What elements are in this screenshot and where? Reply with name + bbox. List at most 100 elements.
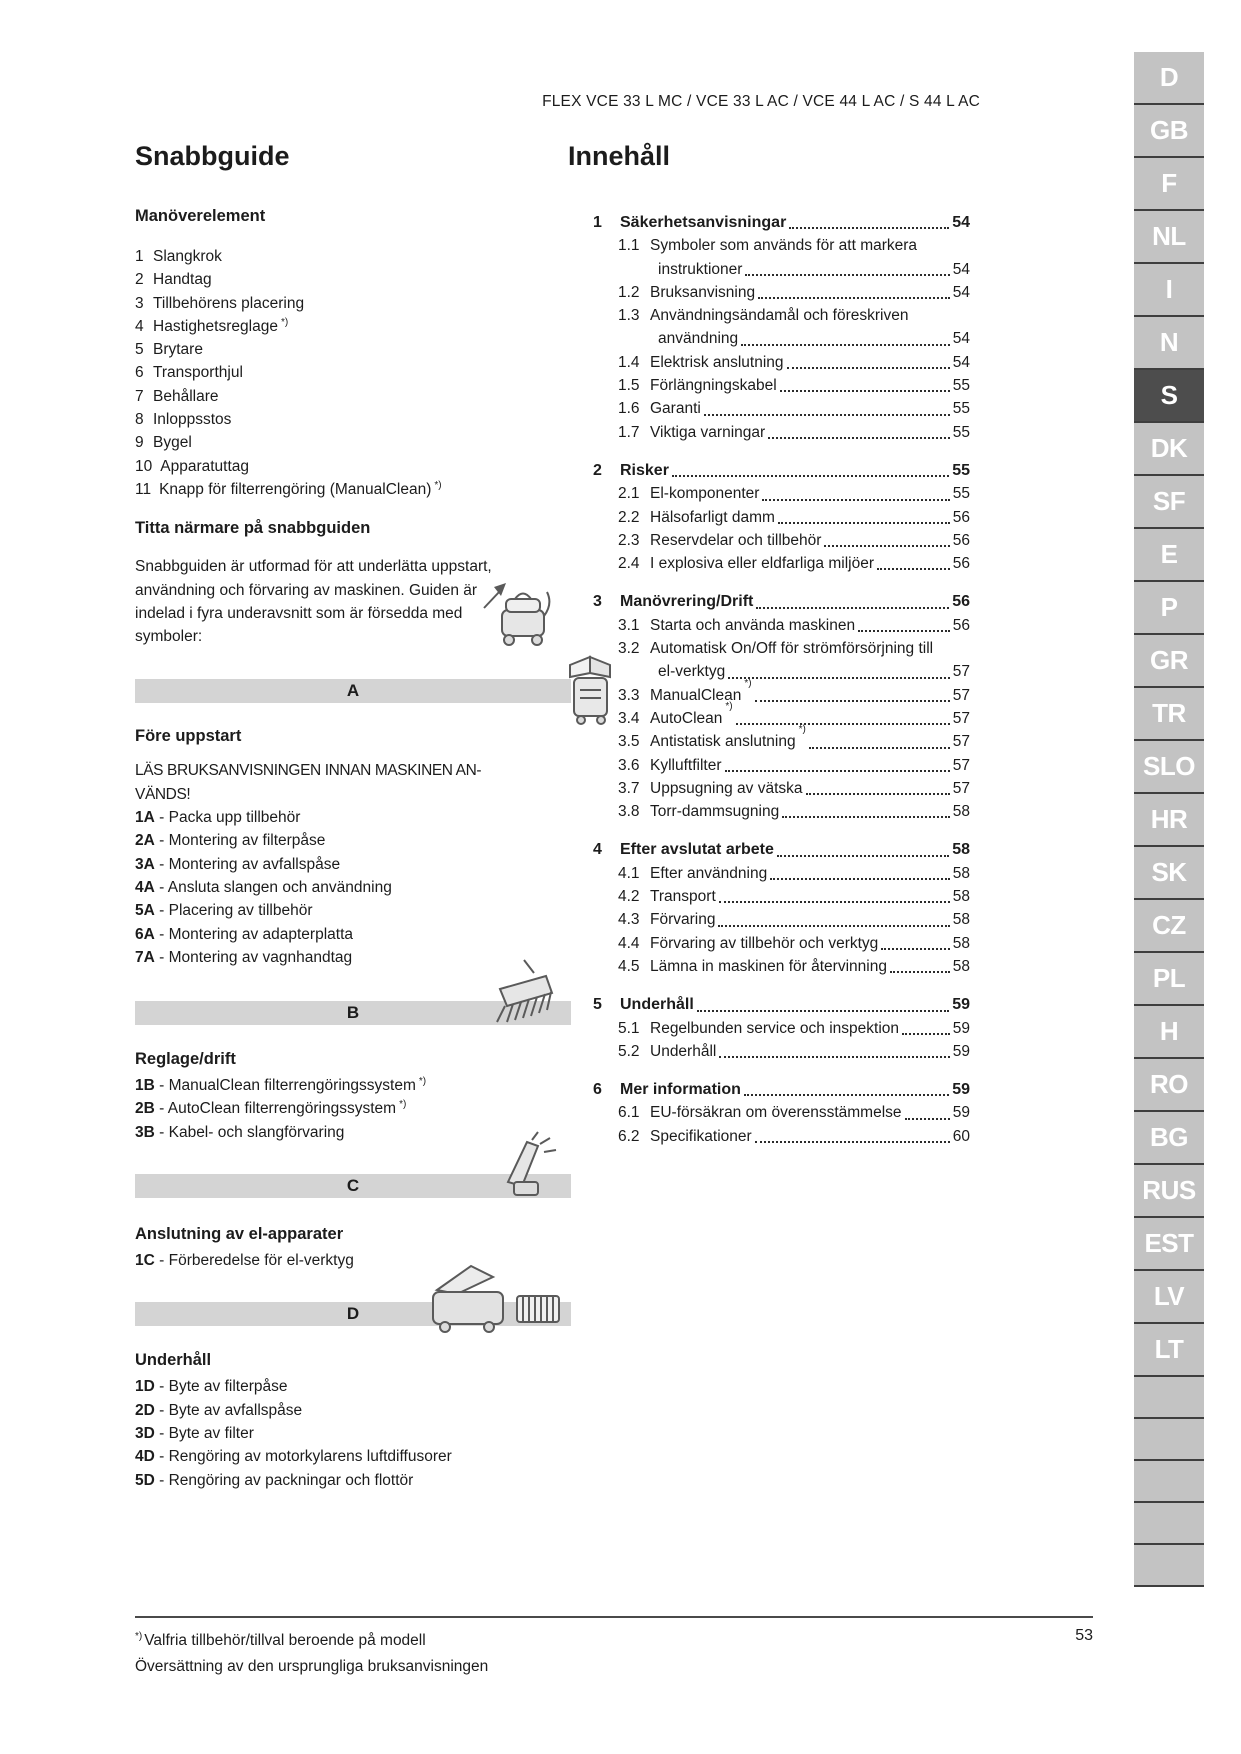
page-title: FLEX VCE 33 L MC / VCE 33 L AC / VCE 44 … (542, 93, 980, 110)
language-tab-label: N (1159, 327, 1179, 357)
language-tab-f: F (1134, 158, 1204, 211)
toc-item-page: 57 (952, 733, 970, 751)
toc-item-label: Användningsändamål och föreskriven (650, 307, 909, 325)
guide-step: 3D - Byte av filter (135, 1422, 571, 1445)
language-tab-gb: GB (1134, 105, 1204, 158)
section-bar-c: C (135, 1174, 571, 1199)
control-item-label: Behållare (153, 387, 219, 405)
read-manual-illustration (566, 646, 616, 726)
toc-item-label: Symboler som används för att markera (650, 237, 918, 255)
toc-section-title: Underhåll (620, 996, 694, 1014)
guide-step: 1B - ManualClean filterrengöringssystem *… (135, 1074, 571, 1097)
toc-item-page: 58 (952, 888, 970, 906)
control-item-number: 5 (135, 341, 144, 359)
guide-step-number: 6A (135, 925, 155, 943)
control-item: 4 Hastighetsreglage *) (135, 315, 571, 338)
guide-step: 7A - Montering av vagnhandtag (135, 946, 571, 969)
footnote-text-1: Valfria tillbehör/tillval beroende på mo… (144, 1632, 426, 1649)
guide-step-dash: - (154, 1378, 169, 1396)
toc-item-number: 3.6 (618, 756, 640, 774)
section-heading-a: Före uppstart (135, 727, 242, 746)
toc-item-page: 58 (952, 934, 970, 952)
language-tab-label: RUS (1142, 1175, 1196, 1205)
guide-step-label: Montering av avfallspåse (168, 855, 341, 873)
toc-section: 5 Underhåll 59 (568, 993, 970, 1016)
controls-list: 1 Slangkrok 2 Handtag 3 Tillbehörens placerin… (135, 245, 571, 501)
toc-item-number: 4.3 (618, 911, 640, 929)
guide-step-label: Byte av filter (168, 1424, 254, 1442)
language-tab-label: NL (1152, 221, 1186, 251)
toc-item-label: Uppsugning av vätska (650, 779, 803, 797)
guide-step-number: 5D (135, 1471, 155, 1489)
toc-leader-dots (805, 793, 950, 796)
language-tab-label: I (1165, 274, 1173, 304)
footer-rule (135, 1616, 1093, 1618)
section-bar-a: A (135, 679, 571, 704)
toc-section-page: 59 (952, 1081, 970, 1099)
control-item: 1 Slangkrok (135, 245, 571, 268)
toc-item-page: 55 (952, 377, 970, 395)
toc-item: 3.5 Antistatisk anslutning *) 57 (568, 725, 970, 753)
language-tab-label: GR (1150, 645, 1189, 675)
guide-step-label: Montering av vagnhandtag (168, 948, 353, 966)
control-item: 6 Transporthjul (135, 361, 571, 384)
language-tab-tr: TR (1134, 688, 1204, 741)
toc-leader-dots (735, 723, 950, 726)
toc-leader-dots (858, 630, 950, 633)
toc-title: Innehåll (568, 141, 671, 171)
toc-item-page: 55 (952, 485, 970, 503)
toc-item-continuation: användning 54 (568, 327, 970, 350)
footnote: *) Valfria tillbehör/tillval beroende på … (135, 1628, 488, 1680)
toc-item-number: 3.8 (618, 803, 640, 821)
toc-item-page: 54 (952, 330, 970, 348)
guide-step-label: Byte av avfallspåse (168, 1401, 303, 1419)
toc-item: 6.2 Specifikationer 60 (568, 1125, 970, 1148)
section-bar-letter-a: A (346, 681, 360, 701)
toc-leader-dots (758, 297, 950, 300)
toc-item-number: 1.5 (618, 377, 640, 395)
guide-step-dash: - (154, 1448, 169, 1466)
toc-item-number: 1.7 (618, 423, 640, 441)
guide-step-label: ManualClean filterrengöringssystem (168, 1077, 416, 1095)
toc-section-title: Mer information (620, 1081, 741, 1099)
language-tab-p: P (1134, 582, 1204, 635)
quick-guide-title: Snabbguide (135, 141, 290, 171)
guide-step: 4D - Rengöring av motorkylarens luftdiff… (135, 1445, 571, 1468)
guide-step-label: Ansluta slangen och användning (167, 878, 392, 896)
toc-item-label: EU-försäkran om överensstämmelse (650, 1104, 902, 1122)
language-tab-cz: CZ (1134, 900, 1204, 953)
language-tab-label: SK (1151, 857, 1187, 887)
toc-item-number: 5.1 (618, 1019, 640, 1037)
toc-item-number: 3.3 (618, 686, 640, 704)
guide-step-label: Förberedelse för el-verktyg (168, 1252, 354, 1270)
toc-section-page: 59 (952, 996, 970, 1014)
toc-item: 4.3 Förvaring 58 (568, 908, 970, 931)
guide-step-number: 4D (135, 1448, 155, 1466)
language-tab-label: S (1160, 380, 1178, 410)
toc-item-page: 54 (952, 260, 970, 278)
toc-item-page: 58 (952, 957, 970, 975)
toc-item-page: 57 (952, 709, 970, 727)
toc-item-number: 4.2 (618, 888, 640, 906)
toc-section-number: 1 (593, 214, 602, 231)
toc-section-number: 3 (593, 593, 602, 611)
toc-section-title: Risker (620, 461, 669, 479)
control-item-number: 9 (135, 434, 144, 452)
toc-leader-dots (889, 971, 950, 974)
toc-section-title: Efter avslutat arbete (620, 841, 774, 859)
toc-section-page: 58 (952, 841, 970, 859)
guide-step-number: 5A (135, 902, 155, 920)
guide-step-label: Montering av adapterplatta (168, 925, 354, 943)
toc-leader-dots (728, 676, 950, 679)
guide-step: 5A - Placering av tillbehör (135, 899, 571, 922)
language-tab-dk: DK (1134, 423, 1204, 476)
guide-step-dash: - (154, 855, 169, 873)
section-heading-d: Underhåll (135, 1351, 212, 1370)
guide-step-number: 4A (135, 878, 155, 896)
control-item: 2 Handtag (135, 268, 571, 291)
control-item-label: Handtag (153, 271, 212, 289)
toc-item-number: 1.4 (618, 353, 640, 371)
guide-step-number: 1D (135, 1378, 155, 1396)
toc-leader-dots (824, 545, 950, 548)
toc-item-page: 59 (952, 1019, 970, 1037)
